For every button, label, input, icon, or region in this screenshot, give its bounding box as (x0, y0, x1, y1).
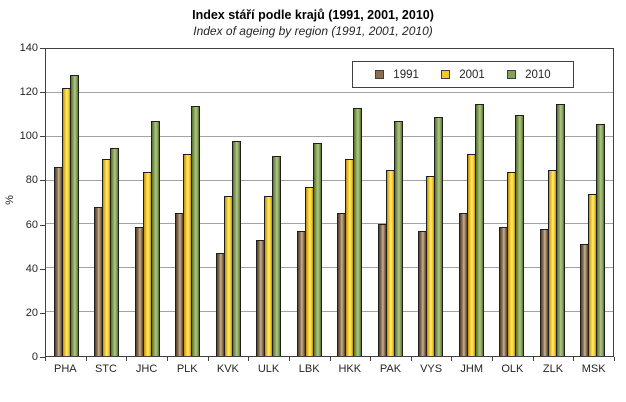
x-axis-label: OLK (501, 363, 524, 375)
y-tick (40, 268, 45, 270)
x-axis-label: PLK (176, 363, 198, 375)
bar-2010 (515, 114, 525, 356)
chart-subtitle: Index of ageing by region (1991, 2001, 2… (193, 24, 433, 38)
legend-marker (375, 70, 385, 79)
x-tick (614, 357, 615, 361)
x-axis-label: VYS (420, 363, 443, 375)
x-axis-label: KVK (216, 363, 239, 375)
bar-group (330, 49, 371, 356)
x-tick (288, 357, 290, 361)
bar-group (492, 49, 533, 356)
bar-2010 (150, 121, 160, 356)
x-tick (573, 357, 575, 361)
bar-2010 (474, 103, 484, 356)
legend: 1991 2001 2010 (352, 61, 574, 88)
bar-groups-layer (46, 49, 613, 356)
bar-2010 (596, 123, 606, 356)
bar-2010 (231, 141, 241, 356)
y-tick-label: 100 (19, 130, 38, 143)
legend-marker (507, 70, 517, 79)
legend-entry: 2001 (441, 69, 485, 81)
bar-group (208, 49, 249, 356)
x-tick (207, 357, 209, 361)
legend-entry: 1991 (375, 69, 419, 81)
bar-group (370, 49, 411, 356)
bar-2010 (393, 121, 403, 356)
y-tick-label: 140 (19, 42, 38, 54)
bar-2010 (312, 143, 322, 356)
x-tick (410, 357, 412, 361)
x-axis-label: STC (94, 363, 117, 375)
x-tick (451, 357, 453, 361)
bar-group (289, 49, 330, 356)
y-axis-title: % (3, 195, 16, 205)
x-axis-labels: PHA STC JHC PLK KVK ULK LBK HKK PAK VYS JHM OLK ZLK M… (45, 363, 614, 375)
bar-2010 (555, 103, 565, 356)
bar-group (87, 49, 128, 356)
legend-label: 1991 (393, 68, 419, 81)
x-axis-label: ULK (257, 363, 280, 375)
legend-label: 2001 (459, 68, 485, 81)
y-tick (40, 224, 45, 226)
bar-group (411, 49, 452, 356)
bar-2010 (110, 147, 120, 356)
x-tick (85, 357, 87, 361)
bar-group (573, 49, 614, 356)
y-tick-label: 0 (31, 351, 38, 363)
x-tick (492, 357, 494, 361)
x-axis-label: HKK (338, 363, 362, 375)
y-gridline (46, 179, 613, 181)
x-axis-label: ZLK (542, 363, 564, 375)
y-gridline (46, 311, 613, 313)
x-tick (248, 357, 250, 361)
x-axis-label: PAK (379, 363, 402, 375)
x-tick (45, 357, 46, 361)
bar-2010 (191, 106, 201, 356)
bar-group (249, 49, 290, 356)
x-tick (329, 357, 331, 361)
x-tick (166, 357, 168, 361)
bar-2010 (69, 75, 79, 356)
bar-2010 (353, 108, 363, 356)
y-tick-label: 60 (25, 218, 38, 231)
y-tick (40, 92, 45, 94)
y-tick-label: 80 (25, 174, 38, 187)
y-tick (40, 357, 45, 358)
y-gridline (46, 267, 613, 269)
bar-2010 (434, 116, 444, 356)
bar-2010 (272, 156, 282, 356)
x-axis-label: LBK (298, 363, 320, 375)
bar-group (168, 49, 209, 356)
y-tick (40, 180, 45, 182)
bar-group (451, 49, 492, 356)
legend-entry: 2010 (507, 69, 551, 81)
x-tick (126, 357, 128, 361)
y-tick (40, 312, 45, 314)
legend-marker (441, 70, 451, 79)
bar-group (532, 49, 573, 356)
plot-area (45, 48, 614, 357)
y-tick (40, 48, 45, 49)
bar-group (46, 49, 87, 356)
y-gridline (46, 223, 613, 225)
y-gridline (46, 135, 613, 137)
x-tick (370, 357, 372, 361)
x-tick (532, 357, 534, 361)
y-tick-label: 20 (25, 306, 38, 319)
x-axis-label: JHM (460, 363, 484, 375)
x-axis-label: MSK (581, 363, 606, 375)
x-axis-label: JHC (135, 363, 158, 375)
y-tick-label: 40 (25, 262, 38, 275)
y-gridline (46, 91, 613, 93)
legend-label: 2010 (525, 68, 551, 81)
y-tick (40, 136, 45, 138)
y-tick-label: 120 (19, 86, 38, 99)
bar-group (127, 49, 168, 356)
x-axis-label: PHA (54, 363, 77, 375)
chart-title: Index stáří podle krajů (1991, 2001, 201… (192, 8, 434, 22)
